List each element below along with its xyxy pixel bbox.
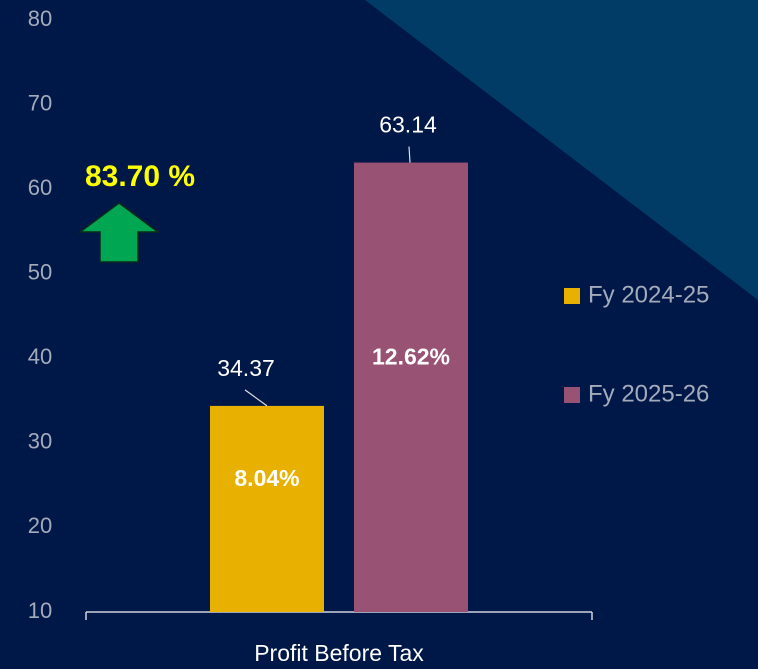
legend-label: Fy 2024-25 — [588, 281, 709, 308]
value-label: 63.14 — [379, 112, 437, 138]
growth-annotation: 83.70 % — [85, 160, 195, 193]
background-triangle — [365, 0, 758, 300]
y-tick-label: 70 — [28, 90, 52, 115]
legend-swatch — [564, 288, 580, 304]
x-tick-label: Profit Before Tax — [254, 640, 424, 666]
leader-line — [244, 389, 268, 407]
legend-swatch — [564, 387, 580, 403]
y-tick-label: 60 — [28, 175, 52, 200]
y-tick-label: 20 — [28, 513, 52, 538]
legend-label: Fy 2025-26 — [588, 380, 709, 407]
leader-line — [408, 146, 411, 163]
bar-inner-label: 8.04% — [234, 465, 299, 491]
y-tick-label: 10 — [28, 598, 52, 623]
y-tick-label: 30 — [28, 429, 52, 454]
y-tick-label: 50 — [28, 260, 52, 285]
value-label: 34.37 — [217, 355, 275, 381]
y-tick-label: 80 — [28, 6, 52, 31]
bar — [210, 405, 324, 612]
up-arrow — [77, 202, 161, 263]
bar-inner-label: 12.62% — [372, 344, 450, 370]
bar — [354, 162, 468, 612]
y-tick-label: 40 — [28, 344, 52, 369]
